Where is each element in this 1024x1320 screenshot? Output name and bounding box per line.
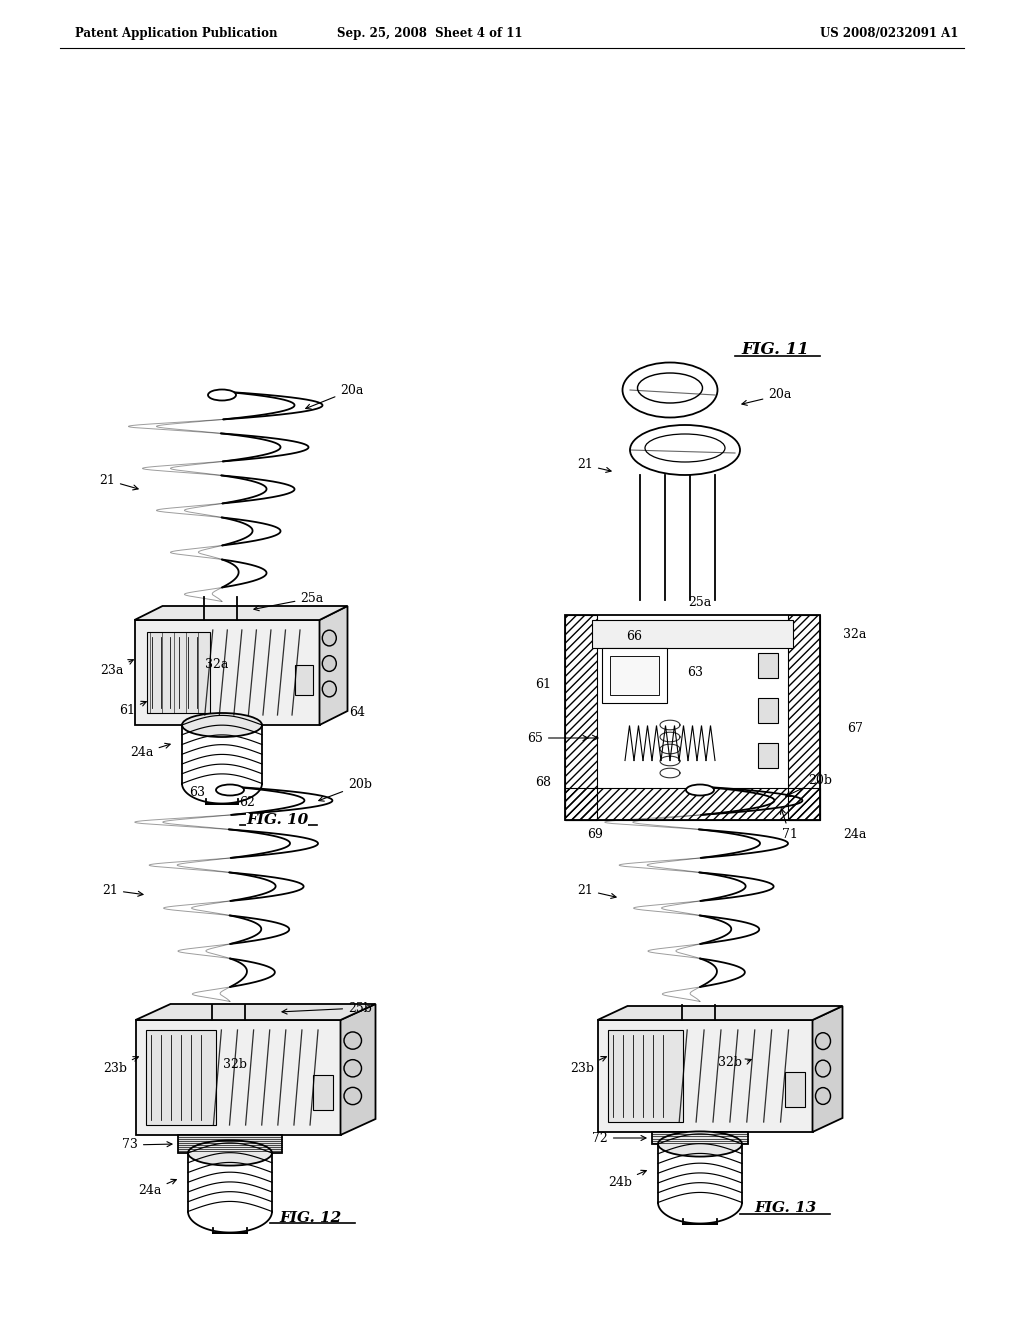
Text: US 2008/0232091 A1: US 2008/0232091 A1 <box>820 26 958 40</box>
Text: 20a: 20a <box>306 384 364 409</box>
Polygon shape <box>134 620 319 725</box>
Text: 67: 67 <box>847 722 863 734</box>
Text: 20b: 20b <box>318 779 372 801</box>
Bar <box>565 615 597 820</box>
Ellipse shape <box>658 1131 742 1156</box>
Ellipse shape <box>623 363 718 417</box>
Ellipse shape <box>344 1088 361 1105</box>
Text: 65: 65 <box>527 731 588 744</box>
Text: 24a: 24a <box>844 829 866 842</box>
Bar <box>652 1133 748 1144</box>
Ellipse shape <box>188 1140 272 1166</box>
Bar <box>788 615 820 820</box>
Text: FIG. 12: FIG. 12 <box>279 1210 341 1225</box>
Text: 25a: 25a <box>254 591 324 611</box>
Text: 24a: 24a <box>130 743 170 759</box>
Ellipse shape <box>815 1088 830 1105</box>
Ellipse shape <box>630 425 740 475</box>
Bar <box>607 1030 683 1122</box>
Text: 21: 21 <box>578 458 611 473</box>
Text: FIG. 10: FIG. 10 <box>246 813 308 828</box>
Bar <box>758 743 778 768</box>
Bar <box>592 620 793 648</box>
Bar <box>602 648 667 704</box>
Polygon shape <box>134 606 347 620</box>
Text: 21: 21 <box>99 474 138 490</box>
Polygon shape <box>135 1005 376 1020</box>
Text: 32a: 32a <box>206 659 228 672</box>
Bar <box>784 1072 805 1107</box>
Text: 63: 63 <box>189 787 205 800</box>
Ellipse shape <box>323 656 336 672</box>
Text: FIG. 13: FIG. 13 <box>754 1201 816 1216</box>
Bar <box>312 1074 333 1110</box>
Polygon shape <box>135 1020 341 1135</box>
Bar <box>565 788 820 820</box>
Text: 20a: 20a <box>742 388 792 405</box>
Ellipse shape <box>686 784 714 796</box>
Text: 23a: 23a <box>100 660 133 676</box>
Text: 23b: 23b <box>570 1056 606 1074</box>
Bar <box>565 615 820 820</box>
Ellipse shape <box>216 784 244 796</box>
Text: 66: 66 <box>627 630 642 643</box>
Text: 20b: 20b <box>785 774 831 796</box>
Text: 24b: 24b <box>608 1171 646 1188</box>
Text: 21: 21 <box>578 883 616 899</box>
Text: 71: 71 <box>780 809 798 842</box>
Text: Sep. 25, 2008  Sheet 4 of 11: Sep. 25, 2008 Sheet 4 of 11 <box>337 26 522 40</box>
Text: 68: 68 <box>535 776 551 789</box>
Bar <box>610 656 659 696</box>
Text: 24a: 24a <box>138 1179 176 1197</box>
Ellipse shape <box>815 1060 830 1077</box>
Text: 21: 21 <box>102 883 143 896</box>
Polygon shape <box>341 1005 376 1135</box>
Ellipse shape <box>344 1060 361 1077</box>
Text: 23b: 23b <box>103 1057 138 1074</box>
Text: 32a: 32a <box>844 628 866 642</box>
Bar <box>145 1030 215 1125</box>
Polygon shape <box>319 606 347 725</box>
Polygon shape <box>597 1020 812 1133</box>
Ellipse shape <box>645 434 725 462</box>
Text: 32b: 32b <box>223 1059 247 1072</box>
Polygon shape <box>812 1006 843 1133</box>
Text: 61: 61 <box>119 701 146 717</box>
Text: 32b: 32b <box>718 1056 742 1068</box>
Text: 25a: 25a <box>688 595 712 609</box>
Bar <box>146 632 210 713</box>
Text: Patent Application Publication: Patent Application Publication <box>75 26 278 40</box>
Ellipse shape <box>638 374 702 403</box>
Polygon shape <box>597 1006 843 1020</box>
Text: 64: 64 <box>349 706 366 719</box>
Bar <box>758 653 778 678</box>
Text: 25b: 25b <box>282 1002 372 1015</box>
Text: 69: 69 <box>587 829 603 842</box>
Text: 72: 72 <box>592 1131 646 1144</box>
Bar <box>178 1135 282 1152</box>
Bar <box>295 665 312 696</box>
Text: 63: 63 <box>687 667 703 680</box>
Ellipse shape <box>208 389 236 400</box>
Text: 61: 61 <box>535 678 551 692</box>
Ellipse shape <box>323 630 336 645</box>
Text: 73: 73 <box>122 1138 172 1151</box>
Ellipse shape <box>182 713 262 737</box>
Ellipse shape <box>344 1032 361 1049</box>
Bar <box>758 698 778 723</box>
Text: FIG. 11: FIG. 11 <box>741 342 809 359</box>
Text: 62: 62 <box>239 796 255 809</box>
Ellipse shape <box>323 681 336 697</box>
Ellipse shape <box>815 1032 830 1049</box>
